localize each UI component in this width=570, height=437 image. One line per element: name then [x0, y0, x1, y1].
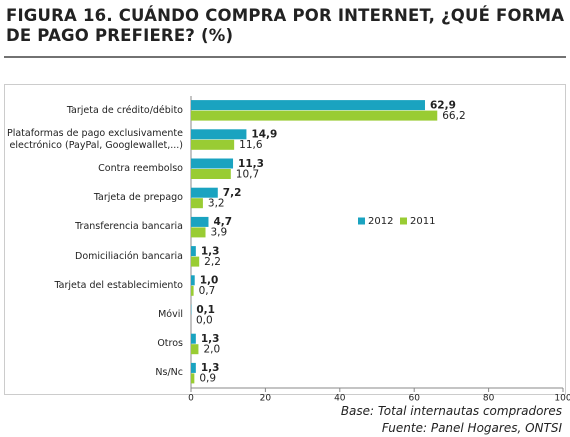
category-label: Tarjeta de prepago	[93, 192, 183, 204]
category-label: Contra reembolso	[98, 163, 183, 174]
chart-frame	[4, 84, 566, 395]
legend-swatch	[358, 217, 365, 225]
x-tick-label: 20	[260, 394, 272, 404]
category-label: Móvil	[158, 309, 183, 320]
value-label: 1,3	[201, 245, 220, 257]
bar	[191, 187, 218, 198]
value-label: 14,9	[251, 129, 277, 141]
value-label: 66,2	[442, 110, 465, 122]
category-label: Tarjeta de crédito/débito	[66, 104, 183, 116]
value-label: 0,1	[196, 304, 215, 316]
bar	[191, 110, 438, 121]
category-label: Ns/Nc	[155, 367, 183, 379]
value-label: 0,7	[199, 285, 216, 297]
value-label: 3,9	[211, 227, 228, 239]
category-label: Plataformas de pago exclusivamente elect…	[6, 127, 183, 151]
bar	[191, 227, 206, 238]
category-label: Tarjeta del establecimiento	[54, 279, 183, 291]
legend-label: 2011	[410, 216, 435, 227]
note: Base: Total internautas compradores	[340, 404, 562, 418]
bar	[191, 373, 195, 384]
bar	[191, 275, 195, 286]
category-label: Domiciliación bancaria	[75, 250, 183, 262]
bar	[191, 333, 196, 344]
category-label: Otros	[157, 338, 183, 350]
value-label: 1,3	[201, 333, 220, 345]
value-label: 2,0	[203, 343, 220, 355]
x-tick-label: 40	[334, 394, 346, 404]
bar	[191, 256, 200, 267]
bar	[191, 169, 231, 179]
bar	[191, 139, 235, 150]
bar	[191, 198, 203, 209]
bar	[191, 362, 196, 373]
value-label: 0,0	[196, 314, 213, 326]
bar	[191, 129, 247, 140]
value-label: 11,6	[239, 139, 263, 151]
value-label: 2,2	[204, 256, 221, 268]
value-label: 1,3	[201, 362, 220, 374]
value-label: 62,9	[430, 99, 456, 111]
x-tick-label: 80	[483, 394, 495, 404]
bar	[191, 246, 196, 257]
legend-swatch	[400, 217, 407, 225]
value-label: 3,2	[208, 197, 225, 209]
x-tick-label: 100	[554, 394, 570, 404]
value-label: 0,9	[199, 373, 216, 385]
value-label: 1,0	[200, 275, 219, 287]
category-label: Transferencia bancaria	[75, 221, 183, 233]
value-label: 10,7	[236, 168, 259, 180]
chart-title: FIGURA 16. CUÁNDO COMPRA POR INTERNET, ¿…	[6, 6, 565, 45]
value-label: 11,3	[238, 158, 264, 170]
bar	[191, 285, 194, 296]
bar	[191, 158, 234, 169]
x-tick-label: 60	[408, 394, 420, 404]
x-tick-label: 0	[188, 394, 194, 404]
legend-label: 2012	[368, 216, 393, 227]
bar	[191, 344, 199, 355]
note: Fuente: Panel Hogares, ONTSI	[381, 421, 562, 435]
bar	[191, 216, 209, 227]
value-label: 4,7	[213, 216, 232, 228]
value-label: 7,2	[223, 187, 242, 199]
bar	[191, 100, 425, 111]
